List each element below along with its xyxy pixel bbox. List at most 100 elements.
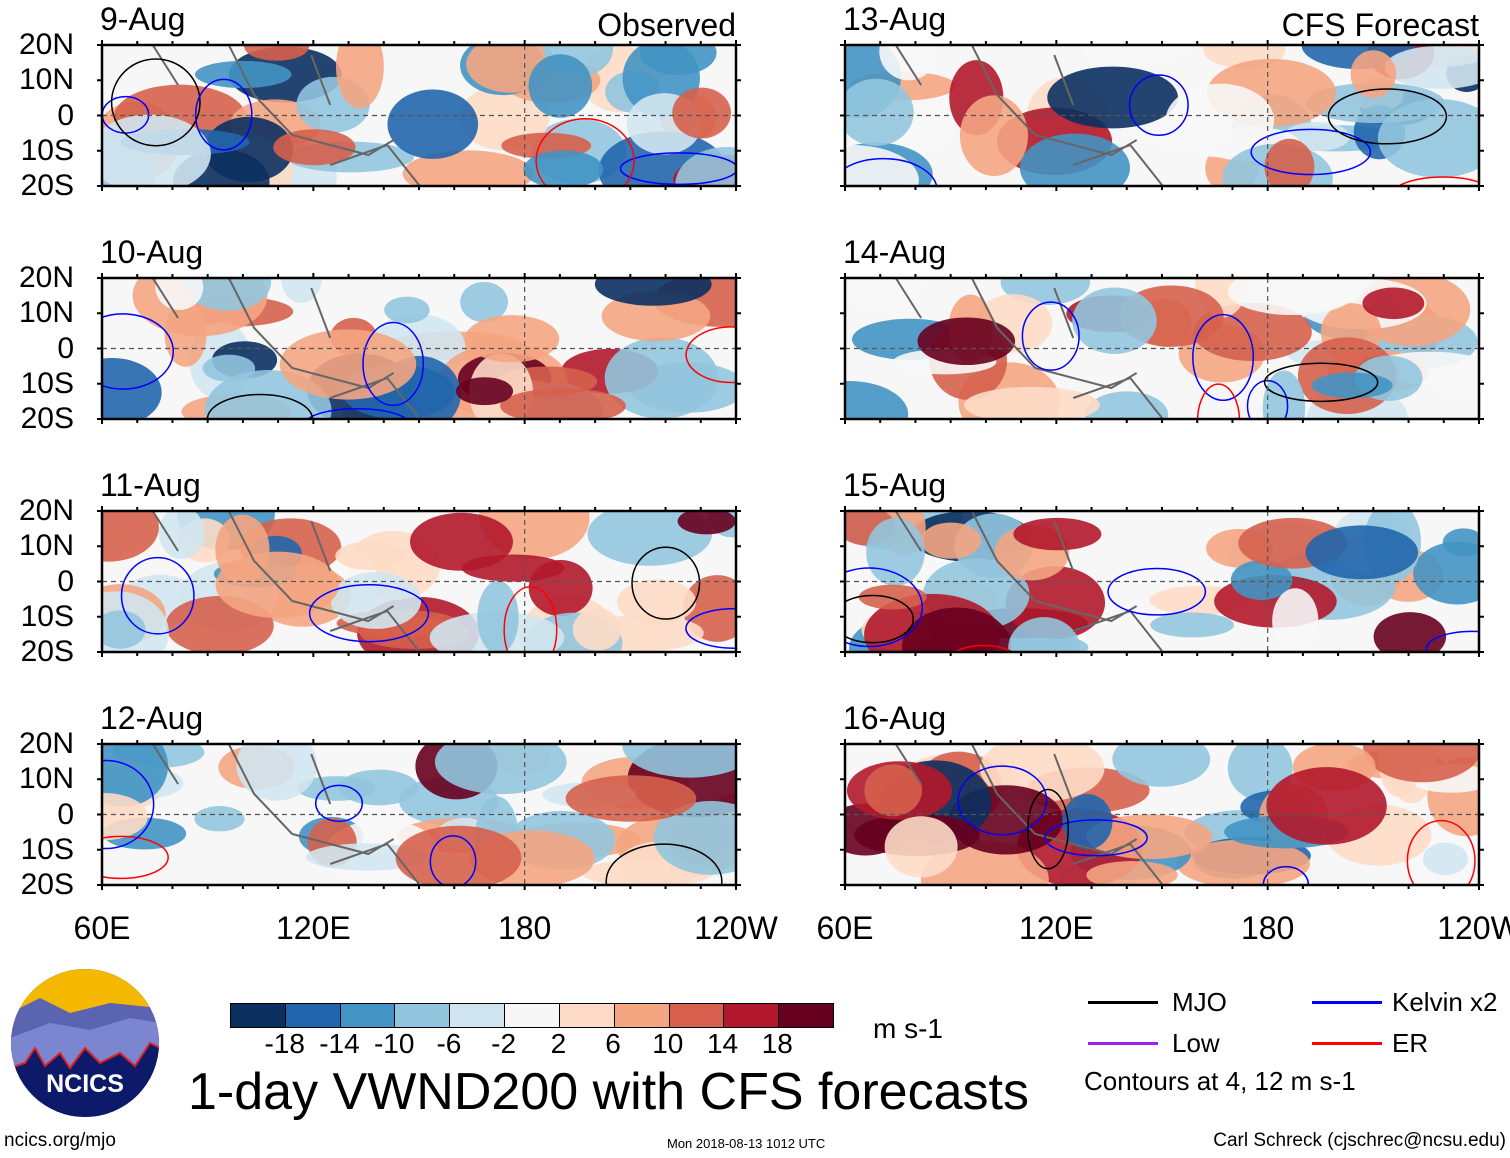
panel-date: 11-Aug: [100, 467, 201, 503]
coastline: [151, 45, 420, 186]
map-panel: [97, 40, 741, 191]
wave-contour: [1397, 176, 1479, 186]
wave-contour: [953, 644, 1014, 652]
anomaly-field-blob: [1150, 612, 1235, 638]
anomaly-field-blob: [604, 337, 719, 419]
anomaly-field-blob: [622, 744, 736, 778]
wave-contour: [1044, 819, 1148, 857]
lat-tick-label: 10S: [20, 366, 74, 400]
lon-tick-label: 120E: [275, 910, 351, 946]
footer-timestamp: Mon 2018-08-13 1012 UTC: [667, 1136, 826, 1151]
anomaly-field-blob: [434, 744, 567, 795]
lat-tick-label: 10N: [18, 762, 74, 796]
colorbar-swatch: [724, 1004, 780, 1027]
anomaly-field-blob: [279, 329, 417, 400]
map-panel: [840, 739, 1484, 890]
anomaly-field-blob: [1008, 617, 1080, 652]
legend-low-label: Low: [1172, 1028, 1220, 1058]
anomaly-field-blob: [1384, 45, 1479, 89]
anomaly-field-blob: [1112, 744, 1211, 787]
legend-kelvin-label: Kelvin x2: [1392, 987, 1498, 1017]
panel-date: 12-Aug: [100, 700, 204, 736]
anomaly-field-blob: [1227, 278, 1357, 316]
colorbar-tick-label: 2: [550, 1028, 567, 1059]
colorbar-swatch: [231, 1004, 286, 1027]
colorbar-tick-label: -10: [373, 1028, 415, 1059]
wave-contour: [535, 118, 635, 186]
wave-contour: [957, 765, 1048, 836]
legend-er-label: ER: [1392, 1028, 1429, 1058]
anomaly-field-blob: [1165, 83, 1275, 158]
anomaly-field-blob: [902, 607, 1012, 652]
anomaly-field-blob: [1442, 528, 1479, 557]
anomaly-field-blob: [335, 541, 405, 570]
legend-kelvin-line: [1312, 1001, 1382, 1004]
column-label: Observed: [597, 7, 736, 43]
colorbar-tick-label: 14: [706, 1028, 739, 1059]
anomaly-field-blob: [1013, 517, 1102, 551]
anomaly-field-blob: [866, 517, 925, 586]
coastline: [151, 744, 420, 885]
anomaly-field-blob: [677, 511, 736, 535]
colorbar-swatch: [395, 1004, 451, 1027]
panel-date: 14-Aug: [843, 234, 947, 270]
anomaly-field-blob: [236, 744, 318, 801]
coastline: [151, 511, 420, 652]
anomaly-field-blob: [102, 511, 159, 562]
colorbar-swatch: [614, 1004, 670, 1027]
wave-contour: [619, 152, 736, 186]
anomaly-field-blob: [675, 147, 736, 186]
map-panel: [97, 273, 741, 424]
footer-author: Carl Schreck (cjschrec@ncsu.edu): [1213, 1130, 1506, 1151]
anomaly-field-blob: [477, 580, 519, 652]
anomaly-field-blob: [917, 317, 1016, 366]
anomaly-field-blob: [1062, 794, 1113, 850]
anomaly-field-blob: [1230, 560, 1293, 600]
map-panel: [840, 273, 1484, 424]
wave-contour: [102, 835, 169, 880]
logo-text: NCICS: [46, 1070, 124, 1098]
coastline: [894, 45, 1163, 186]
wave-contour: [120, 556, 195, 635]
anomaly-field-blob: [273, 129, 356, 166]
map-panel: [97, 739, 741, 890]
wave-contour: [1406, 819, 1476, 885]
wave-contour: [1192, 313, 1255, 402]
lat-tick-label: 20S: [20, 169, 74, 202]
lat-tick-label: 20N: [18, 494, 74, 527]
wave-contour: [685, 326, 736, 384]
wave-contour: [1263, 362, 1379, 403]
lat-tick-label: 10S: [20, 599, 74, 633]
colorbar-tick-label: -6: [436, 1028, 462, 1059]
panel-date: 15-Aug: [843, 467, 947, 503]
anomaly-field-blob: [1086, 861, 1178, 885]
lat-tick-label: 20N: [18, 28, 74, 61]
anomaly-field-blob: [1311, 372, 1393, 399]
legend-low-line: [1088, 1042, 1158, 1045]
colorbar-swatch: [285, 1004, 341, 1027]
lat-tick-label: 10N: [18, 529, 74, 563]
anomaly-field-blob: [1373, 612, 1447, 652]
footer-url[interactable]: ncics.org/mjo: [4, 1130, 116, 1151]
column-label: CFS Forecast: [1281, 7, 1479, 43]
colorbar-tick-label: -14: [319, 1028, 360, 1059]
anomaly-field-blob: [202, 354, 256, 382]
anomaly-field-blob: [1266, 767, 1387, 845]
anomaly-field-blob: [384, 296, 430, 324]
anomaly-field-blob: [528, 54, 593, 118]
colorbar-swatch: [669, 1004, 725, 1027]
wave-contour: [845, 567, 924, 648]
wave-contour: [194, 78, 253, 151]
anomaly-field-blob: [964, 386, 1100, 419]
anomaly-field-blob: [102, 610, 146, 649]
coastline: [894, 278, 1163, 419]
wave-contour: [362, 321, 425, 407]
lon-tick-label: 120W: [1437, 910, 1510, 946]
colorbar-units: m s-1: [873, 1013, 943, 1044]
lat-tick-label: 10N: [18, 63, 74, 97]
anomaly-field-blob: [395, 825, 522, 885]
wave-contour: [306, 407, 408, 419]
anomaly-field-blob: [920, 522, 982, 559]
anomaly-field-blob: [1072, 287, 1157, 354]
